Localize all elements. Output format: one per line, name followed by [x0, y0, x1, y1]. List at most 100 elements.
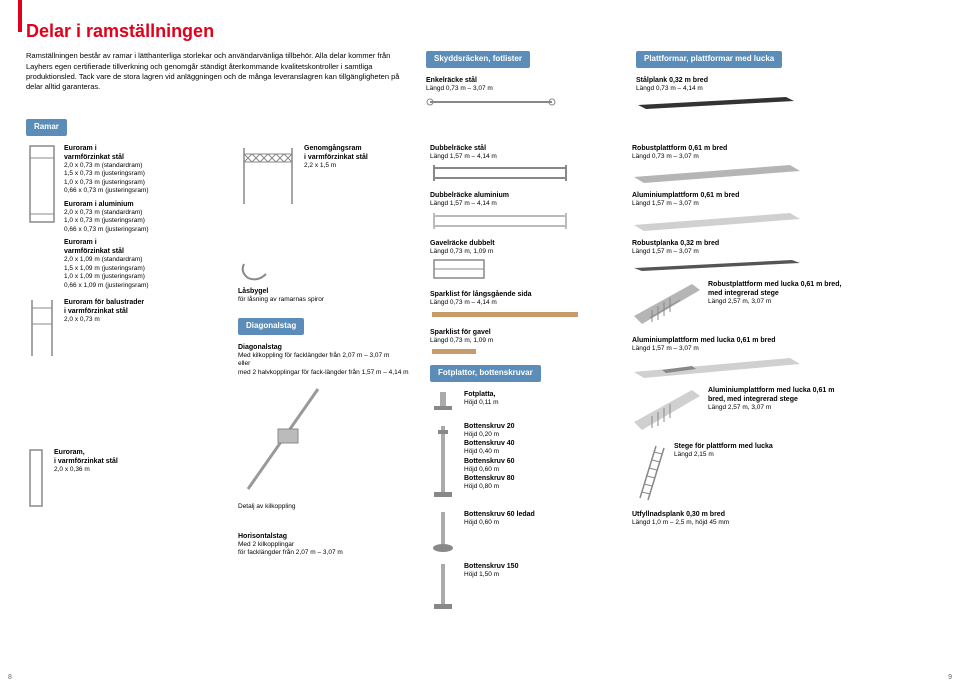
l: 1,5 x 1,09 m (justeringsram)	[64, 265, 226, 273]
b60l-illust	[430, 510, 458, 554]
robust-illust	[632, 163, 802, 183]
item-sparklist-lang: Sparklist för långsgående sida Längd 0,7…	[430, 290, 620, 320]
item-stege: Stege för plattform med lucka Längd 2,15…	[632, 442, 842, 502]
fotplatta-illust	[430, 390, 458, 414]
l: Höjd 1,50 m	[464, 571, 620, 579]
section-skydd: Skyddsräcken, fotlister	[426, 51, 530, 67]
l: Längd 2,57 m, 3,07 m	[708, 404, 842, 412]
t: Bottenskruv 80	[464, 474, 620, 483]
t: Bottenskruv 150	[464, 562, 620, 571]
item-balustrader: Euroram för balustrader i varmförzinkat …	[26, 298, 226, 358]
euroram-stal2-title: Euroram i varmförzinkat stål	[64, 238, 226, 256]
stalplank-sub: Längd 0,73 m – 4,14 m	[636, 85, 846, 93]
l: 2,0 x 1,09 m (standardram)	[64, 256, 226, 264]
l: 1,0 x 0,73 m (justeringsram)	[64, 179, 226, 187]
item-dubbel-stal: Dubbelräcke stål Längd 1,57 m – 4,14 m	[430, 144, 620, 184]
l: 2,2 x 1,5 m	[304, 162, 418, 170]
l: 0,66 x 1,09 m (justeringsram)	[64, 282, 226, 290]
t: Sparklist för långsgående sida	[430, 290, 620, 299]
col4: Robustplattform 0,61 m bred Längd 0,73 m…	[632, 144, 842, 620]
alu-lucka-stege-illust	[632, 386, 702, 434]
l: Höjd 0,60 m	[464, 519, 620, 527]
dubbel-stal-illust	[430, 163, 570, 183]
item-b150: Bottenskruv 150 Höjd 1,50 m	[430, 562, 620, 612]
l: för låsning av ramarnas spiror	[238, 296, 418, 304]
t: Fotplatta,	[464, 390, 620, 399]
t: Sparklist för gavel	[430, 328, 620, 337]
l: 2,0 x 0,73 m (standardram)	[64, 162, 226, 170]
t: Bottenskruv 40	[464, 439, 620, 448]
t: Dubbelräcke aluminium	[430, 191, 620, 200]
l: Med 2 kilkopplingar	[238, 541, 418, 549]
item-fotplatta: Fotplatta, Höjd 0,11 m	[430, 390, 620, 414]
stalplank-title: Stålplank 0,32 m bred	[636, 76, 846, 85]
detalj: Detalj av kilkoppling	[238, 503, 418, 511]
euroram-small-illust	[26, 448, 48, 508]
l: Längd 1,57 m – 4,14 m	[430, 153, 620, 161]
t: Gavelräcke dubbelt	[430, 239, 620, 248]
t: Aluminiumplattform 0,61 m bred	[632, 191, 842, 200]
enkelracke-illust	[426, 95, 556, 109]
euroram-stal-title: Euroram i varmförzinkat stål	[64, 144, 226, 162]
item-robust-lucka: Robustplattform med lucka 0,61 m bred, m…	[632, 280, 842, 328]
columns: Euroram i varmförzinkat stål 2,0 x 0,73 …	[26, 144, 940, 620]
l: 2,0 x 0,73 m (standardram)	[64, 209, 226, 217]
t: Bottenskruv 60 ledad	[464, 510, 620, 519]
l: Längd 1,57 m – 3,07 m	[632, 248, 842, 256]
col2: Genomgångsram i varmförzinkat stål 2,2 x…	[238, 144, 418, 620]
t: Robustplattform med lucka 0,61 m bred, m…	[708, 280, 842, 298]
t: Aluminiumplattform med lucka 0,61 m bred…	[708, 386, 842, 404]
l: med 2 halvkopplingar för fack-längder fr…	[238, 369, 418, 377]
robust-lucka-illust	[632, 280, 702, 328]
l: 2,0 x 0,36 m	[54, 466, 226, 474]
l: Höjd 0,80 m	[464, 483, 620, 491]
item-genomgang: Genomgångsram i varmförzinkat stål 2,2 x…	[238, 144, 418, 208]
page-number-left: 8	[8, 673, 12, 682]
item-dubbel-alu: Dubbelräcke aluminium Längd 1,57 m – 4,1…	[430, 191, 620, 231]
eller: eller	[238, 360, 418, 368]
balustrader-illust	[26, 298, 58, 358]
t: Robustplanka 0,32 m bred	[632, 239, 842, 248]
col3: Dubbelräcke stål Längd 1,57 m – 4,14 m D…	[430, 144, 620, 620]
page-title: Delar i ramställningen	[26, 20, 940, 43]
diag-title: Diagonalstag	[238, 343, 418, 352]
t: Stege för plattform med lucka	[674, 442, 842, 451]
l: Längd 1,57 m – 4,14 m	[430, 200, 620, 208]
content-area: Delar i ramställningen Ramställningen be…	[0, 0, 960, 628]
t: Robustplattform 0,61 m bred	[632, 144, 842, 153]
col1: Euroram i varmförzinkat stål 2,0 x 0,73 …	[26, 144, 226, 620]
lasbygel-illust	[238, 258, 278, 284]
stege-illust	[632, 442, 668, 502]
stalplank-illust	[636, 95, 796, 111]
section-plattformar: Plattformar, plattformar med lucka	[636, 51, 782, 67]
l: Med kilkoppling för facklängder från 2,0…	[238, 352, 418, 360]
item-euroram-small: Euroram, i varmförzinkat stål 2,0 x 0,36…	[26, 448, 226, 508]
section-fotplattor: Fotplattor, bottenskruvar	[430, 365, 541, 381]
sparklist-gavel-illust	[430, 347, 480, 357]
item-gavel-dubb: Gavelräcke dubbelt Längd 0,73 m, 1,09 m	[430, 239, 620, 283]
item-euroram-stal: Euroram i varmförzinkat stål 2,0 x 0,73 …	[26, 144, 226, 290]
item-b60l: Bottenskruv 60 ledad Höjd 0,60 m	[430, 510, 620, 554]
l: 0,66 x 0,73 m (justeringsram)	[64, 226, 226, 234]
l: Längd 1,57 m – 3,07 m	[632, 345, 842, 353]
item-alu-lucka: Aluminiumplattform med lucka 0,61 m bred…	[632, 336, 842, 378]
enkel-sub: Längd 0,73 m – 3,07 m	[426, 85, 616, 93]
l: 1,0 x 1,09 m (justeringsram)	[64, 273, 226, 281]
item-alu-lucka-stege: Aluminiumplattform med lucka 0,61 m bred…	[632, 386, 842, 434]
t: Utfyllnadsplank 0,30 m bred	[632, 510, 842, 519]
euroram-alu-title: Euroram i aluminium	[64, 200, 226, 209]
l: Längd 0,73 m – 3,07 m	[632, 153, 842, 161]
horisontal-title: Horisontalstag	[238, 532, 418, 541]
l: Höjd 0,20 m	[464, 431, 620, 439]
page-accent	[18, 0, 22, 32]
l: Längd 0,73 m, 1,09 m	[430, 248, 620, 256]
alu-lucka-illust	[632, 356, 802, 378]
l: 1,0 x 0,73 m (justeringsram)	[64, 217, 226, 225]
intro-text: Ramställningen består av ramar i lätthan…	[26, 51, 406, 92]
t: Dubbelräcke stål	[430, 144, 620, 153]
item-sparklist-gavel: Sparklist för gavel Längd 0,73 m, 1,09 m	[430, 328, 620, 358]
item-stalplank: Stålplank 0,32 m bred Längd 0,73 m – 4,1…	[636, 76, 846, 112]
item-alu: Aluminiumplattform 0,61 m bred Längd 1,5…	[632, 191, 842, 231]
l: Längd 2,57 m, 3,07 m	[708, 298, 842, 306]
l: Längd 1,0 m – 2,5 m, höjd 45 mm	[632, 519, 842, 527]
